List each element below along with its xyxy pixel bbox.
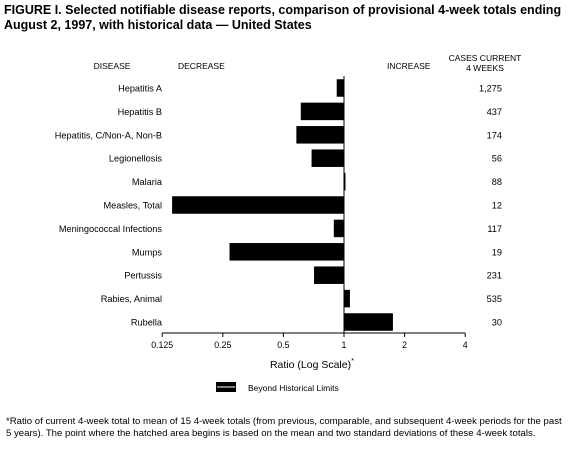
bar xyxy=(314,266,344,284)
bar xyxy=(344,313,393,331)
cases-value: 19 xyxy=(492,247,502,257)
category-label: Pertussis xyxy=(124,271,162,281)
cases-values: 1,275 437 174 56 88 12 117 19 231 535 30 xyxy=(479,84,502,328)
header-disease: DISEASE xyxy=(94,61,131,71)
x-tick-label: 0.125 xyxy=(151,340,173,350)
cases-value: 88 xyxy=(492,177,502,187)
category-label: Hepatitis A xyxy=(118,84,163,94)
cases-value: 535 xyxy=(487,294,502,304)
bar xyxy=(229,243,344,261)
x-axis-label: Ratio (Log Scale)* xyxy=(270,356,354,371)
x-axis-label-text: Ratio (Log Scale) xyxy=(270,359,351,371)
legend: Beyond Historical Limits xyxy=(216,382,339,393)
x-tick-label: 1 xyxy=(342,340,347,350)
x-tick-label: 4 xyxy=(463,340,468,350)
header-increase: INCREASE xyxy=(387,61,431,71)
category-label: Malaria xyxy=(132,177,163,187)
chart: DISEASE DECREASE INCREASE CASES CURRENT … xyxy=(55,53,522,393)
header-cases-line2: 4 WEEKS xyxy=(466,63,504,73)
footnote: *Ratio of current 4-week total to mean o… xyxy=(6,416,562,440)
bar xyxy=(172,196,344,214)
bar xyxy=(311,149,344,167)
cases-value: 30 xyxy=(492,318,502,328)
x-axis: 0.125 0.25 0.5 1 2 4 xyxy=(151,76,468,350)
bar xyxy=(344,289,350,308)
category-label: Rabies, Animal xyxy=(101,294,162,304)
category-label: Legionellosis xyxy=(109,154,163,164)
category-labels: Hepatitis A Hepatitis B Hepatitis, C/Non-A… xyxy=(55,84,163,328)
x-tick-label: 0.25 xyxy=(214,340,231,350)
cases-value: 117 xyxy=(487,224,502,234)
footnote-text: Ratio of current 4-week total to mean of… xyxy=(6,416,562,439)
header-decrease: DECREASE xyxy=(178,61,225,71)
category-label: Measles, Total xyxy=(103,201,162,211)
footnote-marker: * xyxy=(6,416,10,427)
bar xyxy=(300,102,344,121)
cases-value: 437 xyxy=(487,107,502,117)
bar xyxy=(336,79,344,97)
cases-value: 1,275 xyxy=(479,84,502,94)
cases-value: 12 xyxy=(492,201,502,211)
x-tick-label: 2 xyxy=(402,340,407,350)
chart-title: FIGURE I. Selected notifiable disease re… xyxy=(4,3,562,32)
cases-value: 231 xyxy=(487,271,502,281)
legend-label: Beyond Historical Limits xyxy=(248,383,339,393)
category-label: Meningococcal Infections xyxy=(59,224,163,234)
header-cases-line1: CASES CURRENT xyxy=(449,53,522,63)
bar xyxy=(344,172,346,191)
bars-layer xyxy=(172,79,393,331)
category-label: Hepatitis, C/Non-A, Non-B xyxy=(55,130,162,140)
category-label: Mumps xyxy=(132,247,163,257)
cases-value: 174 xyxy=(487,130,502,140)
category-label: Hepatitis B xyxy=(118,107,162,117)
category-label: Rubella xyxy=(131,318,163,328)
bar xyxy=(333,219,344,238)
bar xyxy=(296,126,344,144)
x-tick-label: 0.5 xyxy=(277,340,289,350)
x-axis-label-marker: * xyxy=(351,356,354,365)
cases-value: 56 xyxy=(492,154,502,164)
